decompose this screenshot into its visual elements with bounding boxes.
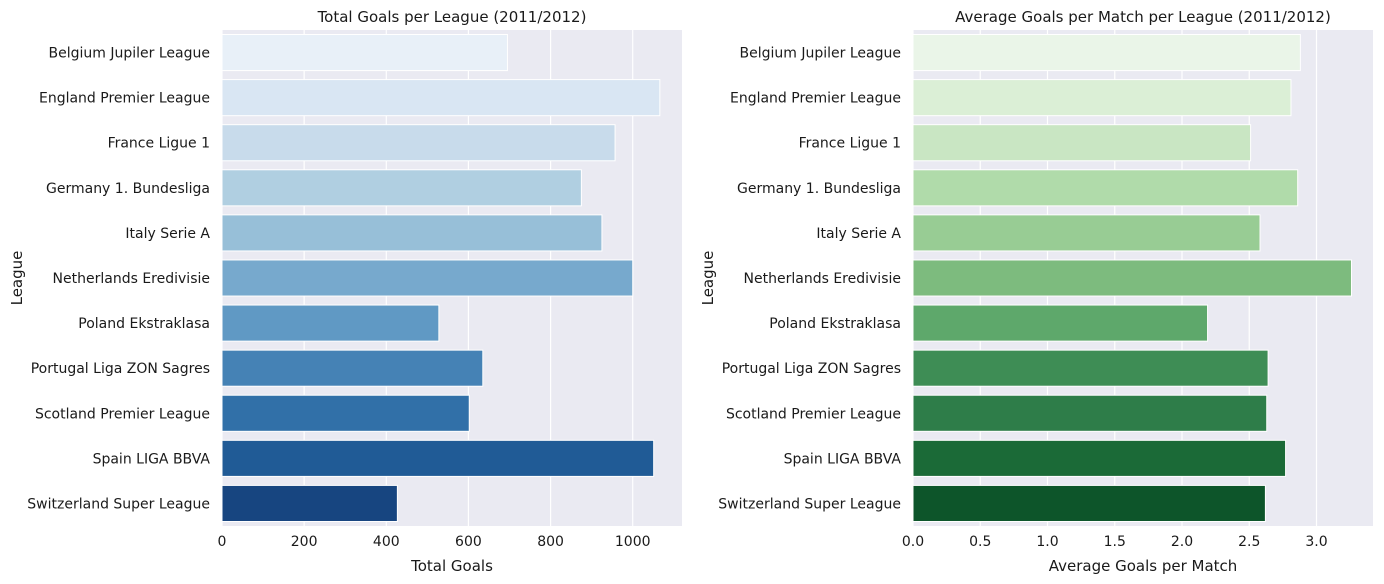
right-category-label: Italy Serie A [816,226,901,242]
right-x-tick-label: 1.5 [1104,534,1126,550]
right-category-labels: Belgium Jupiler League England Premier Le… [718,46,901,513]
right-x-tick-labels: 0.0 0.5 1.0 1.5 2.0 2.5 3.0 [902,534,1328,550]
right-x-axis-label: Average Goals per Match [1049,557,1238,575]
left-category-label: Germany 1. Bundesliga [46,181,210,197]
right-category-label: England Premier League [730,91,901,107]
right-category-label: Switzerland Super League [718,496,901,512]
right-category-label: Belgium Jupiler League [740,46,901,62]
right-bar [912,79,1292,117]
right-x-tick-label: 2.5 [1238,534,1260,550]
right-x-tick-label: 2.0 [1171,534,1193,550]
right-x-tick-label: 3.0 [1305,534,1327,550]
right-category-label: Portugal Liga ZON Sagres [722,361,901,377]
left-category-labels: Belgium Jupiler League England Premier Le… [27,46,210,513]
left-chart-title: Total Goals per League (2011/2012) [317,8,587,26]
left-bar [221,394,470,432]
right-category-label: Netherlands Eredivisie [744,271,901,287]
left-x-tick-label: 200 [291,534,318,550]
left-bar [221,124,616,162]
left-bar [221,79,661,117]
left-bar [221,304,440,342]
right-category-label: Spain LIGA BBVA [784,451,902,467]
left-bar [221,439,655,477]
right-bar [912,394,1268,432]
right-bar [912,439,1287,477]
left-bar [221,259,634,297]
left-category-label: England Premier League [39,91,210,107]
right-bar [912,349,1269,387]
left-category-label: France Ligue 1 [108,136,210,152]
left-bar [221,214,603,252]
right-chart-panel: Belgium Jupiler League England Premier Le… [699,8,1373,575]
left-x-tick-label: 800 [537,534,564,550]
left-x-tick-label: 600 [455,534,482,550]
left-bar [221,34,508,72]
left-bar [221,349,484,387]
right-bar [912,124,1252,162]
left-y-axis-label: League [8,251,26,306]
right-bar [912,484,1266,522]
left-category-label: Poland Ekstraklasa [78,316,210,332]
left-category-label: Italy Serie A [125,226,210,242]
right-category-label: Germany 1. Bundesliga [737,181,901,197]
left-category-label: Switzerland Super League [27,496,210,512]
left-category-label: Scotland Premier League [35,406,210,422]
right-category-label: Poland Ekstraklasa [769,316,901,332]
right-x-tick-label: 1.0 [1036,534,1058,550]
right-category-label: France Ligue 1 [799,136,901,152]
right-bar [912,34,1301,72]
right-x-tick-label: 0.0 [902,534,924,550]
right-chart-title: Average Goals per Match per League (2011… [955,8,1331,26]
right-bars [912,34,1352,522]
right-bar [912,259,1352,297]
left-x-tick-label: 0 [218,534,227,550]
left-x-axis-label: Total Goals [410,557,493,575]
right-bar [912,304,1209,342]
right-bar [912,169,1299,207]
left-x-tick-label: 400 [373,534,400,550]
right-category-label: Scotland Premier League [726,406,901,422]
left-bar [221,484,398,522]
right-x-tick-label: 0.5 [969,534,991,550]
right-bar [912,214,1261,252]
left-bar [221,169,582,207]
left-category-label: Netherlands Eredivisie [53,271,210,287]
left-category-label: Spain LIGA BBVA [93,451,211,467]
left-chart-panel: Belgium Jupiler League England Premier Le… [8,8,682,575]
left-category-label: Belgium Jupiler League [49,46,210,62]
right-y-axis-label: League [699,251,717,306]
left-x-tick-label: 1000 [615,534,651,550]
left-bars [221,34,661,522]
left-x-tick-labels: 0 200 400 600 800 1000 [218,534,651,550]
left-category-label: Portugal Liga ZON Sagres [31,361,210,377]
